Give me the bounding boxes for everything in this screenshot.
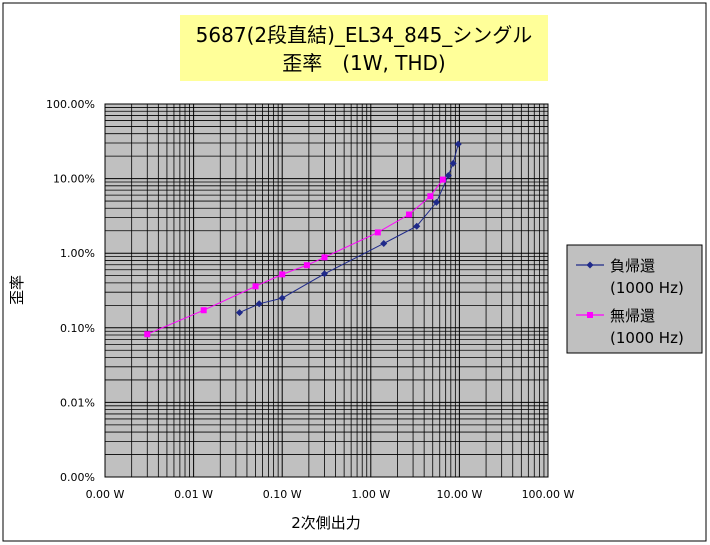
x-tick-labels: 0.00 W 0.01 W 0.10 W 1.00 W 10.00 W 100.00 W bbox=[86, 488, 575, 501]
series-line bbox=[147, 179, 444, 335]
data-point bbox=[279, 271, 286, 278]
data-point bbox=[449, 159, 457, 167]
legend-label: 負帰還 bbox=[610, 257, 655, 275]
x-tick-label: 100.00 W bbox=[522, 488, 575, 501]
data-point bbox=[303, 262, 310, 269]
x-axis-label: 2次側出力 bbox=[291, 514, 361, 532]
y-tick-label: 0.00% bbox=[60, 471, 95, 484]
data-point bbox=[380, 239, 388, 247]
legend-label: 無帰還 bbox=[610, 307, 655, 325]
legend: 負帰還 (1000 Hz) 無帰還 (1000 Hz) bbox=[566, 244, 703, 354]
legend-marker bbox=[587, 312, 593, 318]
data-point bbox=[454, 140, 462, 148]
data-series bbox=[144, 140, 462, 338]
legend-label: (1000 Hz) bbox=[610, 329, 684, 347]
data-point bbox=[252, 283, 259, 290]
data-point bbox=[439, 176, 446, 183]
data-point bbox=[255, 300, 263, 308]
gridlines bbox=[105, 104, 548, 477]
x-tick-label: 1.00 W bbox=[351, 488, 390, 501]
plot-frame bbox=[104, 103, 549, 478]
legend-label: (1000 Hz) bbox=[610, 279, 684, 297]
y-tick-label: 10.00% bbox=[53, 173, 95, 186]
title-line-2: 歪率 (1W, THD) bbox=[282, 51, 445, 75]
series-2 bbox=[144, 176, 446, 338]
y-tick-labels: 0.00% 0.01% 0.10% 1.00% 10.00% 100.00% bbox=[46, 98, 95, 484]
plot-area bbox=[105, 104, 548, 477]
x-tick-label: 0.01 W bbox=[174, 488, 213, 501]
data-point bbox=[432, 198, 440, 206]
data-point bbox=[278, 294, 286, 302]
data-point bbox=[200, 307, 207, 314]
y-tick-label: 0.01% bbox=[60, 396, 95, 409]
legend-item-2: 無帰還 (1000 Hz) bbox=[576, 307, 684, 347]
y-tick-label: 100.00% bbox=[46, 98, 95, 111]
title-line-1: 5687(2段直結)_EL34_845_シングル bbox=[196, 23, 533, 47]
data-point bbox=[444, 172, 452, 180]
y-tick-label: 1.00% bbox=[60, 247, 95, 260]
series-1 bbox=[236, 140, 462, 317]
data-point bbox=[144, 331, 151, 338]
data-point bbox=[236, 309, 244, 317]
series-line bbox=[239, 143, 459, 314]
title-box bbox=[180, 15, 548, 81]
legend-item-1: 負帰還 (1000 Hz) bbox=[576, 257, 684, 297]
x-tick-label: 0.10 W bbox=[263, 488, 302, 501]
data-point bbox=[413, 222, 421, 230]
y-axis-label: 歪率 bbox=[8, 275, 26, 305]
y-tick-label: 0.10% bbox=[60, 322, 95, 335]
data-point bbox=[321, 254, 328, 261]
x-tick-label: 10.00 W bbox=[436, 488, 482, 501]
chart-title: 5687(2段直結)_EL34_845_シングル 歪率 (1W, THD) bbox=[180, 15, 548, 81]
x-tick-label: 0.00 W bbox=[86, 488, 125, 501]
data-point bbox=[320, 270, 328, 278]
data-point bbox=[406, 211, 413, 218]
legend-marker bbox=[586, 261, 594, 269]
data-point bbox=[427, 193, 434, 200]
data-point bbox=[374, 229, 381, 236]
